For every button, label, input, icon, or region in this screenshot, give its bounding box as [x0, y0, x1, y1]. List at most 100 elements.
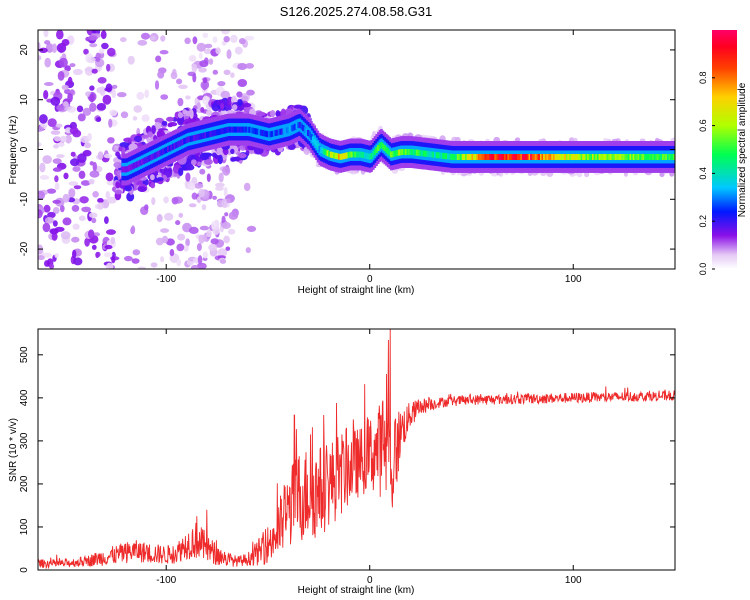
heatmap-cell [559, 154, 562, 160]
heatmap-cell [43, 204, 51, 213]
heatmap-cell [647, 154, 650, 160]
heatmap-cell [239, 38, 246, 45]
heatmap-cell [220, 128, 224, 135]
heatmap-cell [202, 95, 210, 106]
heatmap-cell [634, 154, 637, 160]
heatmap-cell [42, 222, 51, 233]
heatmap-cell [178, 84, 188, 90]
heatmap-cell [414, 149, 417, 156]
heatmap-cell [160, 94, 169, 100]
heatmap-cell [243, 126, 246, 133]
heatmap-cell [253, 128, 256, 134]
heatmap-cell [104, 216, 109, 225]
heatmap-cell [71, 236, 80, 243]
heatmap-cell [51, 43, 58, 53]
heatmap-cell [245, 63, 255, 69]
heatmap-cell [214, 129, 217, 136]
heatmap-cell [546, 154, 549, 160]
heatmap-cell [185, 172, 191, 182]
heatmap-cell [212, 195, 218, 200]
heatmap-cell [123, 255, 133, 262]
heatmap-cell [246, 126, 250, 133]
heatmap-cell [210, 238, 219, 245]
colorbar-tick-label: 0.8 [698, 72, 708, 85]
heatmap-cell [70, 158, 80, 167]
heatmap-cell [141, 32, 150, 40]
colorbar-tick-label: 0.4 [698, 167, 708, 180]
heatmap-cell [194, 134, 198, 141]
heatmap-cell [502, 154, 505, 160]
heatmap-cell [245, 247, 251, 254]
heatmap-cell [456, 154, 460, 160]
heatmap-cell [222, 127, 225, 134]
heatmap-cell [201, 204, 207, 211]
heatmap-cell [308, 131, 312, 138]
top-x-axis-label: Height of straight line (km) [298, 285, 415, 296]
heatmap-cell [126, 166, 129, 172]
heatmap-cell [165, 238, 175, 246]
heatmap-cell [359, 151, 362, 158]
heatmap-cell [133, 105, 143, 113]
heatmap-cell [401, 149, 404, 155]
heatmap-cell [111, 89, 117, 99]
heatmap-cell [88, 35, 98, 41]
heatmap-cell [47, 118, 57, 127]
heatmap-cell [352, 151, 355, 158]
heatmap-cell [466, 154, 469, 160]
heatmap-cell [631, 154, 634, 160]
heatmap-cell [515, 137, 521, 142]
heatmap-cell [541, 154, 544, 160]
heatmap-cell [663, 154, 666, 160]
heatmap-cell [70, 151, 76, 157]
heatmap-cell [367, 153, 370, 160]
heatmap-cell [79, 196, 89, 204]
heatmap-cell [47, 211, 56, 219]
heatmap-cell [206, 229, 212, 238]
heatmap-cell [84, 66, 94, 76]
heatmap-cell [88, 178, 95, 185]
heatmap-cell [115, 181, 121, 189]
bottom-y-tick-label: 0 [19, 567, 30, 573]
heatmap-cells [38, 30, 675, 269]
heatmap-cell [136, 161, 139, 168]
heatmap-cell [269, 131, 272, 138]
heatmap-cell [220, 90, 230, 99]
heatmap-cell [211, 130, 214, 137]
heatmap-cell [593, 154, 596, 160]
heatmap-cell [165, 146, 168, 153]
heatmap-cell [662, 154, 665, 160]
heatmap-cell [56, 154, 65, 159]
heatmap-cell [66, 106, 77, 113]
heatmap-cell [333, 152, 336, 159]
heatmap-cell [54, 182, 60, 191]
heatmap-cell [132, 116, 138, 121]
heatmap-cell [411, 149, 414, 156]
heatmap-cell [217, 248, 228, 257]
heatmap-cell [154, 80, 160, 90]
heatmap-cell [154, 122, 162, 131]
heatmap-cell [60, 205, 65, 213]
heatmap-cell [67, 92, 73, 103]
heatmap-cell [77, 153, 87, 163]
heatmap-cell [368, 153, 372, 160]
heatmap-cell [556, 154, 559, 160]
heatmap-cell [377, 145, 380, 151]
heatmap-cell [212, 130, 215, 137]
heatmap-cell [450, 153, 453, 160]
heatmap-cell [383, 145, 386, 152]
heatmap-cell [103, 252, 113, 258]
heatmap-cell [178, 212, 184, 218]
heatmap-cell [360, 151, 364, 158]
heatmap-cell [185, 95, 191, 100]
heatmap-cell [72, 223, 80, 230]
heatmap-cell [223, 235, 231, 244]
heatmap-cell [38, 190, 45, 200]
heatmap-cell [196, 196, 202, 204]
heatmap-cell [81, 206, 91, 213]
heatmap-cell [237, 153, 247, 159]
heatmap-cell [178, 140, 181, 147]
heatmap-cell [346, 152, 349, 159]
heatmap-cell [199, 168, 206, 175]
heatmap-cell [206, 173, 211, 182]
